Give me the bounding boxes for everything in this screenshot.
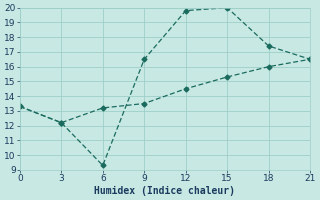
X-axis label: Humidex (Indice chaleur): Humidex (Indice chaleur) [94,186,236,196]
